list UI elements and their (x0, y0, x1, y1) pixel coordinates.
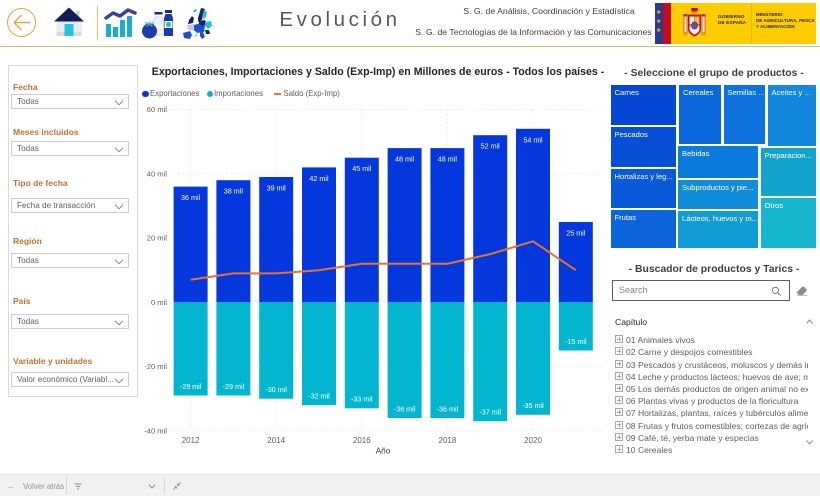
svg-text:20 mil: 20 mil (147, 234, 168, 243)
svg-text:-37 mil: -37 mil (479, 408, 501, 417)
svg-text:39 mil: 39 mil (267, 184, 287, 193)
svg-text:2020: 2020 (524, 436, 542, 445)
svg-text:-36 mil: -36 mil (394, 404, 416, 413)
svg-text:-29 mil: -29 mil (223, 382, 245, 391)
svg-text:2016: 2016 (353, 436, 371, 445)
svg-text:-36 mil: -36 mil (437, 404, 459, 413)
svg-text:25 mil: 25 mil (566, 229, 586, 238)
svg-text:48 mil: 48 mil (438, 155, 458, 164)
svg-text:52 mil: 52 mil (481, 142, 501, 151)
svg-text:2012: 2012 (182, 436, 200, 445)
svg-text:-30 mil: -30 mil (265, 385, 287, 394)
svg-text:38 mil: 38 mil (224, 187, 244, 196)
svg-text:Año: Año (376, 447, 391, 456)
svg-text:2018: 2018 (439, 436, 457, 445)
svg-text:45 mil: 45 mil (352, 164, 372, 173)
svg-text:54 mil: 54 mil (523, 135, 543, 144)
svg-text:-32 mil: -32 mil (308, 391, 330, 400)
svg-text:-35 mil: -35 mil (522, 401, 544, 410)
svg-text:48 mil: 48 mil (395, 155, 415, 164)
svg-text:36 mil: 36 mil (181, 193, 201, 202)
svg-text:2014: 2014 (267, 436, 285, 445)
svg-text:60 mil: 60 mil (147, 105, 168, 114)
svg-text:42 mil: 42 mil (309, 174, 329, 183)
svg-text:-20 mil: -20 mil (144, 362, 167, 371)
svg-text:-29 mil: -29 mil (180, 382, 202, 391)
svg-text:0 mil: 0 mil (151, 298, 167, 307)
svg-text:-15 mil: -15 mil (565, 337, 587, 346)
svg-text:-33 mil: -33 mil (351, 395, 373, 404)
svg-text:-40 mil: -40 mil (144, 426, 167, 435)
svg-text:40 mil: 40 mil (147, 169, 168, 178)
